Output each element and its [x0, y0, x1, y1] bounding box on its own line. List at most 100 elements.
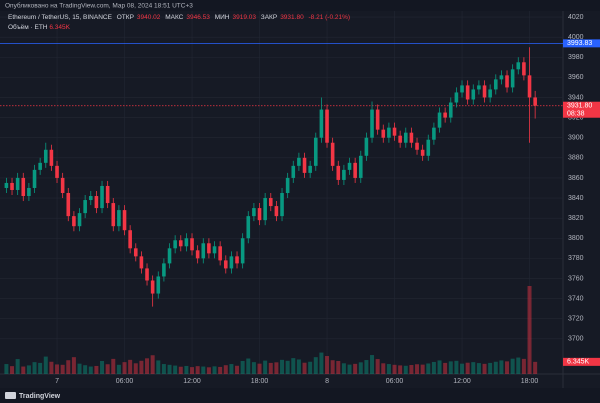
y-tick-label: 3740 — [568, 295, 584, 302]
volume-bar — [460, 363, 465, 374]
volume-bar — [105, 364, 110, 374]
volume-bar — [527, 286, 532, 374]
price-tag-label: 3931.80 — [567, 103, 592, 110]
volume-bar — [274, 362, 279, 374]
candle-body — [268, 198, 273, 207]
candle-body — [128, 230, 132, 249]
candle-body — [4, 182, 9, 188]
candle-body — [235, 256, 239, 264]
candle-body — [32, 169, 37, 188]
volume-bar — [173, 365, 178, 374]
candle-body — [533, 97, 537, 106]
candle-body — [381, 129, 386, 138]
volume-bar — [263, 360, 268, 374]
candle-body — [426, 139, 431, 156]
volume-bar — [476, 363, 481, 374]
ohlc-value: 3931.80 — [280, 14, 304, 21]
candle-body — [499, 75, 504, 80]
candle-body — [83, 200, 87, 214]
volume-bar — [145, 358, 150, 374]
y-tick-label: 3980 — [568, 54, 584, 61]
ohlc-name: МИН — [214, 14, 230, 21]
volume-legend: Объём · ETH 6.345K — [8, 24, 70, 31]
volume-bar — [32, 362, 37, 374]
volume-bar — [386, 364, 391, 374]
candle-body — [60, 177, 65, 194]
candle-body — [477, 85, 481, 90]
x-tick-label: 12:00 — [183, 378, 201, 385]
candle-body — [347, 162, 352, 170]
logo — [5, 392, 16, 399]
x-tick-label: 8 — [325, 378, 329, 385]
candle-body — [173, 240, 177, 249]
candle-body — [156, 276, 161, 294]
candle-body — [66, 193, 71, 217]
volume-value: 6.345K — [49, 24, 70, 31]
footer-logo: TradingView — [19, 393, 61, 400]
candle-body — [460, 85, 464, 93]
y-tick-label: 3840 — [568, 195, 584, 202]
candle-body — [274, 206, 279, 217]
volume-bar — [268, 362, 273, 374]
candle-body — [257, 208, 262, 221]
candle-body — [111, 203, 116, 227]
candle-body — [133, 248, 138, 257]
volume-bar — [291, 358, 296, 374]
y-tick-label: 3760 — [568, 275, 584, 282]
candle-body — [212, 246, 217, 254]
candle-body — [308, 165, 312, 173]
candle-body — [201, 243, 206, 259]
candle-body — [325, 109, 329, 143]
volume-bar — [313, 357, 318, 374]
header: Опубликовано на TradingView.com, Мар 08,… — [5, 2, 193, 10]
candle-body — [240, 238, 245, 264]
price-tag — [563, 39, 600, 48]
volume-bar — [431, 361, 436, 374]
volume-bar — [370, 355, 375, 374]
candle-body — [443, 112, 447, 118]
candle-body — [195, 250, 200, 259]
ohlc-name: ЗАКР — [260, 14, 278, 21]
price-tag-label: 3993.83 — [567, 40, 592, 47]
candle-body — [516, 62, 521, 70]
volume-bar — [246, 358, 251, 374]
volume-tag — [563, 357, 600, 366]
volume-bar — [184, 365, 189, 374]
y-tick-label: 3720 — [568, 316, 584, 323]
candle-body — [297, 157, 301, 166]
candle-body — [522, 62, 526, 76]
volume-bar — [38, 362, 43, 374]
candle-body — [10, 182, 14, 190]
candle-body — [38, 162, 42, 170]
candle-body — [488, 89, 492, 98]
volume-bar — [325, 356, 330, 374]
volume-bar — [128, 359, 133, 374]
candle-body — [263, 198, 267, 221]
volume-bar — [381, 363, 386, 374]
candle-body — [398, 135, 402, 143]
x-tick-label: 06:00 — [386, 378, 404, 385]
volume-bar — [420, 364, 425, 374]
volume-bar — [336, 360, 341, 374]
candle-body — [527, 75, 532, 98]
candle-body — [229, 256, 234, 269]
volume-bar — [223, 365, 228, 374]
candle-body — [280, 193, 284, 217]
candle-body — [72, 216, 76, 227]
y-tick-label: 3920 — [568, 114, 584, 121]
y-tick-label: 4000 — [568, 34, 584, 41]
volume-bar — [319, 352, 324, 374]
volume-bar — [178, 366, 183, 374]
candle-body — [342, 169, 346, 180]
volume-bar — [403, 365, 408, 374]
candle-body — [387, 127, 391, 138]
candle-body — [319, 109, 324, 138]
candle-body — [15, 177, 20, 190]
volume-bar — [392, 364, 397, 374]
candle-body — [403, 132, 408, 143]
x-tick-label: 18:00 — [521, 378, 539, 385]
candle-body — [302, 157, 307, 173]
volume-bar — [505, 361, 510, 374]
